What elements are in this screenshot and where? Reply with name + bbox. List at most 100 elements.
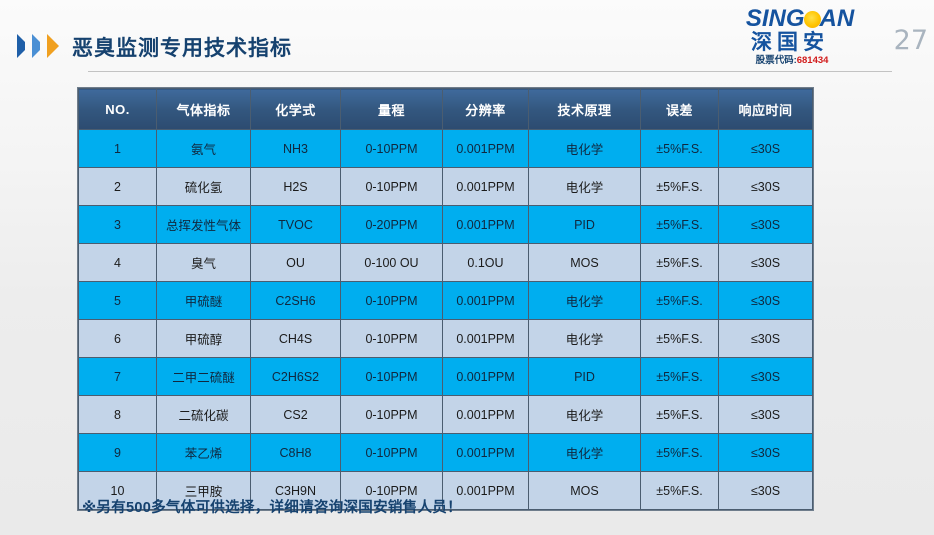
cell-resolution: 0.001PPM bbox=[442, 433, 529, 472]
logo-wordmark-left: SING bbox=[745, 5, 805, 32]
cell-range: 0-10PPM bbox=[340, 433, 443, 472]
cell-principle: 电化学 bbox=[528, 281, 641, 320]
cell-formula: C8H8 bbox=[250, 433, 341, 472]
cell-principle: 电化学 bbox=[528, 167, 641, 206]
cell-formula: C2SH6 bbox=[250, 281, 341, 320]
cell-resolution: 0.1OU bbox=[442, 243, 529, 282]
cell-resolution: 0.001PPM bbox=[442, 205, 529, 244]
cell-error: ±5%F.S. bbox=[640, 319, 719, 358]
cell-response: ≤30S bbox=[718, 395, 813, 434]
cell-resolution: 0.001PPM bbox=[442, 281, 529, 320]
cell-error: ±5%F.S. bbox=[640, 205, 719, 244]
cell-range: 0-100 OU bbox=[340, 243, 443, 282]
cell-gas: 二甲二硫醚 bbox=[156, 357, 251, 396]
cell-response: ≤30S bbox=[718, 281, 813, 320]
table-header-row: NO. 气体指标 化学式 量程 分辨率 技术原理 误差 响应时间 bbox=[78, 88, 813, 130]
table-row: 6 甲硫醇 CH4S 0-10PPM 0.001PPM 电化学 ±5%F.S. ≤30S bbox=[78, 319, 813, 358]
cell-range: 0-20PPM bbox=[340, 205, 443, 244]
column-header-error: 误差 bbox=[640, 88, 719, 130]
slide-header: 恶臭监测专用技术指标 SING AN 深国安 股票代码:681434 27 bbox=[0, 0, 934, 76]
cell-gas: 臭气 bbox=[156, 243, 251, 282]
column-header-resolution: 分辨率 bbox=[442, 88, 529, 130]
cell-error: ±5%F.S. bbox=[640, 129, 719, 168]
cell-formula: C3H9N bbox=[250, 471, 341, 510]
cell-range: 0-10PPM bbox=[340, 471, 443, 510]
cell-gas: 甲硫醚 bbox=[156, 281, 251, 320]
cell-formula: H2S bbox=[250, 167, 341, 206]
cell-no: 2 bbox=[78, 167, 157, 206]
cell-resolution: 0.001PPM bbox=[442, 319, 529, 358]
cell-error: ±5%F.S. bbox=[640, 357, 719, 396]
cell-principle: PID bbox=[528, 357, 641, 396]
cell-no: 3 bbox=[78, 205, 157, 244]
cell-error: ±5%F.S. bbox=[640, 243, 719, 282]
cell-resolution: 0.001PPM bbox=[442, 167, 529, 206]
column-header-formula: 化学式 bbox=[250, 88, 341, 130]
cell-gas: 硫化氢 bbox=[156, 167, 251, 206]
chevron-arrows-icon bbox=[10, 32, 66, 60]
cell-formula: NH3 bbox=[250, 129, 341, 168]
column-header-gas: 气体指标 bbox=[156, 88, 251, 130]
logo-chinese-name: 深国安 bbox=[751, 31, 829, 54]
company-logo: SING AN 深国安 股票代码:681434 bbox=[716, 6, 896, 70]
cell-response: ≤30S bbox=[718, 243, 813, 282]
sun-icon bbox=[803, 11, 821, 28]
cell-no: 9 bbox=[78, 433, 157, 472]
cell-range: 0-10PPM bbox=[340, 129, 443, 168]
logo-wordmark: SING AN bbox=[710, 6, 890, 31]
cell-principle: 电化学 bbox=[528, 319, 641, 358]
cell-error: ±5%F.S. bbox=[640, 167, 719, 206]
cell-resolution: 0.001PPM bbox=[442, 129, 529, 168]
cell-formula: TVOC bbox=[250, 205, 341, 244]
cell-principle: PID bbox=[528, 205, 641, 244]
cell-error: ±5%F.S. bbox=[640, 281, 719, 320]
cell-response: ≤30S bbox=[718, 319, 813, 358]
cell-gas: 甲硫醇 bbox=[156, 319, 251, 358]
cell-formula: CS2 bbox=[250, 395, 341, 434]
gas-specification-table: NO. 气体指标 化学式 量程 分辨率 技术原理 误差 响应时间 1 氨气 NH3 0… bbox=[78, 88, 813, 510]
cell-resolution: 0.001PPM bbox=[442, 395, 529, 434]
cell-no: 8 bbox=[78, 395, 157, 434]
cell-response: ≤30S bbox=[718, 167, 813, 206]
cell-gas: 苯乙烯 bbox=[156, 433, 251, 472]
cell-principle: MOS bbox=[528, 471, 641, 510]
cell-response: ≤30S bbox=[718, 357, 813, 396]
cell-resolution: 0.001PPM bbox=[442, 357, 529, 396]
cell-no: 4 bbox=[78, 243, 157, 282]
cell-range: 0-10PPM bbox=[340, 319, 443, 358]
column-header-no: NO. bbox=[78, 88, 157, 130]
table-row: 3 总挥发性气体 TVOC 0-20PPM 0.001PPM PID ±5%F.S. ≤30S bbox=[78, 205, 813, 244]
cell-principle: 电化学 bbox=[528, 395, 641, 434]
footnote: ※另有500多气体可供选择，详细请咨询深国安销售人员！ bbox=[82, 500, 462, 516]
cell-principle: 电化学 bbox=[528, 433, 641, 472]
cell-no: 7 bbox=[78, 357, 157, 396]
cell-no: 5 bbox=[78, 281, 157, 320]
stock-code-label: 股票代码: bbox=[755, 55, 797, 66]
table-row: 9 苯乙烯 C8H8 0-10PPM 0.001PPM 电化学 ±5%F.S. ≤30S bbox=[78, 433, 813, 472]
cell-error: ±5%F.S. bbox=[640, 395, 719, 434]
page-title: 恶臭监测专用技术指标 bbox=[72, 37, 292, 60]
stock-code: 股票代码:681434 bbox=[702, 55, 882, 67]
title-divider bbox=[88, 71, 892, 72]
column-header-range: 量程 bbox=[340, 88, 443, 130]
cell-response: ≤30S bbox=[718, 433, 813, 472]
cell-gas: 二硫化碳 bbox=[156, 395, 251, 434]
cell-formula: OU bbox=[250, 243, 341, 282]
cell-range: 0-10PPM bbox=[340, 281, 443, 320]
table-row: 2 硫化氢 H2S 0-10PPM 0.001PPM 电化学 ±5%F.S. ≤30S bbox=[78, 167, 813, 206]
cell-range: 0-10PPM bbox=[340, 395, 443, 434]
page-number: 27 bbox=[893, 25, 928, 56]
cell-error: ±5%F.S. bbox=[640, 433, 719, 472]
stock-code-number: 681434 bbox=[796, 55, 829, 66]
table-row: 4 臭气 OU 0-100 OU 0.1OU MOS ±5%F.S. ≤30S bbox=[78, 243, 813, 282]
logo-wordmark-right: AN bbox=[819, 5, 855, 32]
cell-response: ≤30S bbox=[718, 129, 813, 168]
cell-response: ≤30S bbox=[718, 471, 813, 510]
column-header-response: 响应时间 bbox=[718, 88, 813, 130]
table-row: 10 三甲胺 C3H9N 0-10PPM 0.001PPM MOS ±5%F.S. ≤30S bbox=[78, 471, 813, 510]
cell-no: 6 bbox=[78, 319, 157, 358]
cell-resolution: 0.001PPM bbox=[442, 471, 529, 510]
cell-range: 0-10PPM bbox=[340, 357, 443, 396]
cell-gas: 氨气 bbox=[156, 129, 251, 168]
cell-principle: 电化学 bbox=[528, 129, 641, 168]
